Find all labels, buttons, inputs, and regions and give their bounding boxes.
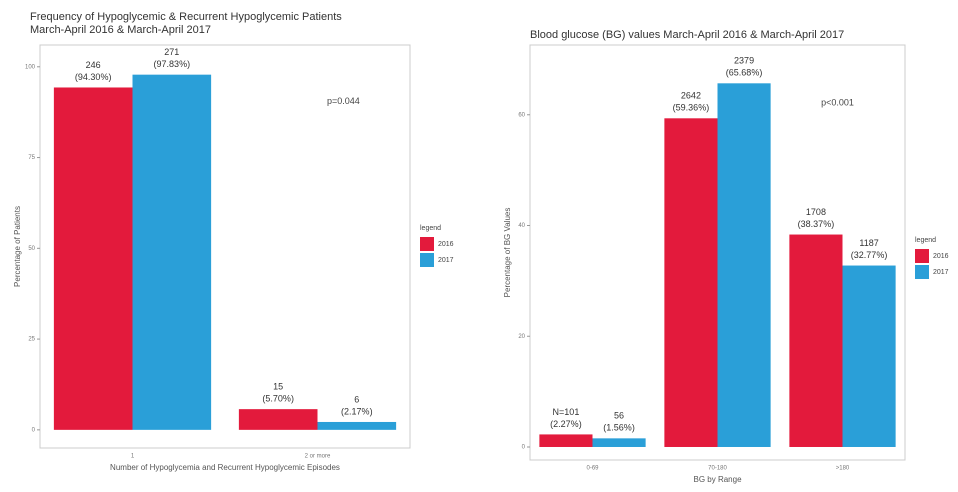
value-label: 15 [273, 382, 283, 392]
value-label: (38.37%) [798, 219, 835, 229]
value-label: 56 [614, 411, 624, 421]
legend-label: 2017 [933, 269, 949, 276]
chart-title: Frequency of Hypoglycemic & Recurrent Hy… [30, 11, 342, 23]
value-label: 6 [354, 394, 359, 404]
bar [592, 438, 646, 447]
x-tick-label: 2 or more [305, 454, 331, 460]
y-tick-label: 40 [518, 223, 525, 229]
value-label: 1708 [806, 207, 826, 217]
legend-swatch [420, 237, 434, 251]
legend-title: legend [915, 237, 936, 244]
legend-swatch [420, 253, 434, 267]
x-tick-label: >180 [836, 466, 850, 472]
bar [53, 87, 133, 430]
value-label: (2.27%) [550, 419, 582, 429]
bar [664, 118, 718, 447]
y-axis-label: Percentage of Patients [13, 206, 22, 287]
bar [539, 434, 593, 447]
value-label: 271 [164, 47, 179, 57]
value-label: 2642 [681, 91, 701, 101]
annotation: p=0.044 [327, 96, 360, 106]
bar [717, 83, 771, 447]
y-tick-label: 25 [28, 337, 35, 343]
y-tick-label: 75 [28, 155, 35, 161]
y-tick-label: 100 [25, 64, 36, 70]
value-label: (2.17%) [341, 406, 373, 416]
y-tick-label: 0 [32, 427, 36, 433]
y-tick-label: 60 [518, 112, 525, 118]
bar [842, 265, 896, 447]
bar [317, 421, 397, 430]
legend-title: legend [420, 225, 441, 232]
value-label: (65.68%) [726, 68, 763, 78]
x-tick-label: 70-180 [708, 466, 727, 472]
x-tick-label: 1 [131, 454, 135, 460]
legend-swatch [915, 249, 929, 263]
chart-title: March-April 2016 & March-April 2017 [30, 24, 211, 36]
value-label: 2379 [734, 56, 754, 66]
value-label: 1187 [859, 238, 878, 248]
y-tick-label: 0 [522, 445, 526, 451]
value-label: (94.30%) [75, 72, 112, 82]
bar [238, 409, 318, 430]
x-tick-label: 0-69 [586, 466, 599, 472]
y-tick-label: 50 [28, 246, 35, 252]
value-label: (1.56%) [603, 423, 635, 433]
legend-label: 2017 [438, 257, 454, 264]
value-label: (59.36%) [673, 103, 710, 113]
bar [132, 74, 212, 430]
value-label: 246 [86, 60, 101, 70]
x-axis-label: BG by Range [693, 475, 742, 484]
legend-label: 2016 [438, 241, 454, 248]
y-tick-label: 20 [518, 334, 525, 340]
value-label: (97.83%) [154, 59, 191, 69]
y-axis-label: Percentage of BG Values [503, 208, 512, 298]
annotation: p<0.001 [821, 97, 854, 107]
chart-title: Blood glucose (BG) values March-April 20… [530, 29, 844, 41]
value-label: (32.77%) [851, 250, 888, 260]
bar [789, 234, 843, 447]
legend-swatch [915, 265, 929, 279]
value-label: N=101 [553, 407, 580, 417]
value-label: (5.70%) [262, 394, 294, 404]
x-axis-label: Number of Hypoglycemia and Recurrent Hyp… [110, 463, 340, 472]
legend-label: 2016 [933, 253, 949, 260]
